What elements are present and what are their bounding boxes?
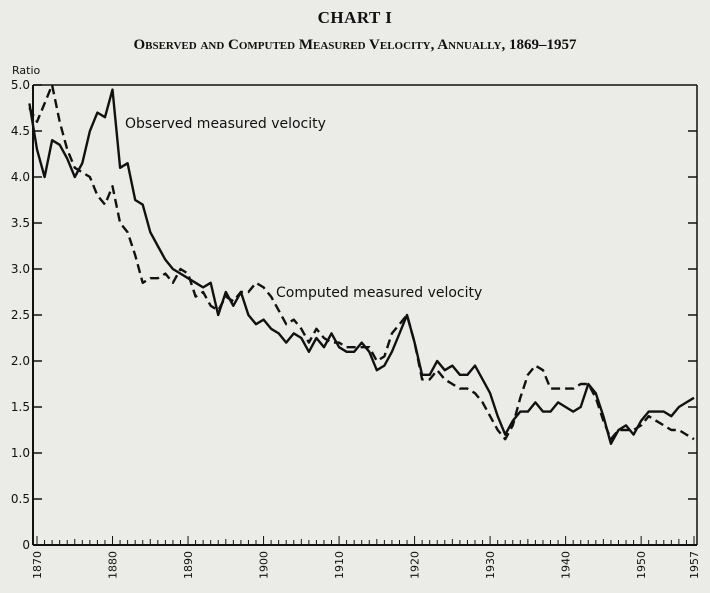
x-tick-label: 1890 — [182, 551, 195, 579]
computed-series-line — [28, 83, 695, 441]
y-tick-label: 1.5 — [11, 400, 30, 414]
y-tick-label: 3.0 — [11, 262, 30, 276]
y-axis-label: Ratio — [12, 64, 41, 77]
y-tick-label: 0.5 — [11, 492, 30, 506]
observed-series-label: Observed measured velocity — [125, 116, 326, 132]
x-tick-label: 1910 — [333, 551, 346, 579]
y-tick-label: 1.0 — [11, 446, 30, 460]
x-tick-label: 1950 — [635, 551, 648, 579]
y-tick-label: 5.0 — [11, 78, 30, 92]
y-tick-label: 0 — [22, 538, 30, 552]
y-tick-label: 3.5 — [11, 216, 30, 230]
y-tick-label: 4.0 — [11, 170, 30, 184]
chart-subtitle: Observed and Computed Measured Velocity,… — [133, 37, 577, 53]
x-tick-label: 1880 — [107, 551, 120, 579]
computed-series-label: Computed measured velocity — [276, 285, 482, 301]
series-group — [28, 83, 695, 445]
x-tick-label: 1940 — [560, 551, 573, 579]
y-tick-label: 2.5 — [11, 308, 30, 322]
x-tick-label: 1957 — [688, 551, 701, 579]
y-tick-label: 2.0 — [11, 354, 30, 368]
x-tick-label: 1920 — [409, 551, 422, 579]
chart-title: CHART I — [317, 8, 393, 27]
x-tick-label: 1900 — [258, 551, 271, 579]
x-tick-label: 1870 — [31, 551, 44, 579]
observed-series-line — [28, 88, 695, 445]
x-tick-label: 1930 — [484, 551, 497, 579]
y-tick-label: 4.5 — [11, 124, 30, 138]
chart-axes: 0 0.5 1.0 1.5 2.0 2.5 3.0 3.5 4.0 4.5 5.0 1870 1880 1… — [11, 78, 701, 579]
